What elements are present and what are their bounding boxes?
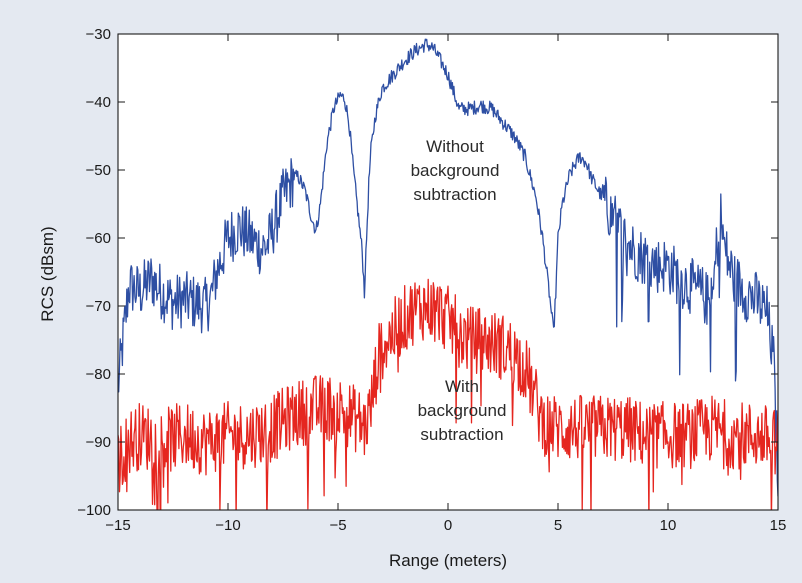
series-annotation-0: Without xyxy=(426,137,484,156)
x-axis-label: Range (meters) xyxy=(389,551,507,570)
series-line-0 xyxy=(118,38,778,497)
x-tick-label: 10 xyxy=(660,517,677,534)
series-annotation-1: background xyxy=(418,401,507,420)
y-tick-label: −30 xyxy=(86,26,111,43)
x-tick-label: −10 xyxy=(215,517,240,534)
plot-area xyxy=(118,34,778,510)
y-axis-label: RCS (dBsm) xyxy=(38,226,57,321)
y-tick-label: −40 xyxy=(86,94,111,111)
y-tick-label: −80 xyxy=(86,366,111,383)
series-annotation-0: background xyxy=(411,161,500,180)
x-tick-label: 0 xyxy=(444,517,452,534)
y-tick-label: −70 xyxy=(86,298,111,315)
x-tick-label: −5 xyxy=(329,517,346,534)
x-tick-label: 15 xyxy=(770,517,787,534)
x-tick-label: −15 xyxy=(105,517,130,534)
series-annotation-1: With xyxy=(445,377,479,396)
x-tick-label: 5 xyxy=(554,517,562,534)
y-tick-label: −100 xyxy=(77,502,111,519)
y-tick-label: −50 xyxy=(86,162,111,179)
series-annotation-0: subtraction xyxy=(413,185,496,204)
series-annotation-1: subtraction xyxy=(420,425,503,444)
y-tick-label: −60 xyxy=(86,230,111,247)
y-tick-label: −90 xyxy=(86,434,111,451)
series-line-1 xyxy=(118,278,778,510)
